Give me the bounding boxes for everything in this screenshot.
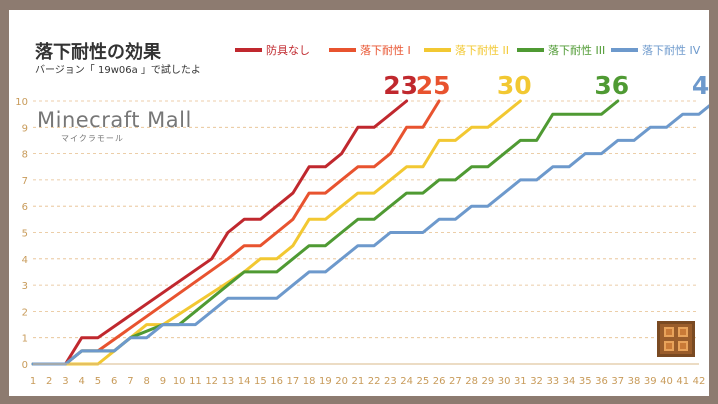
chart-title: 落下耐性の効果 bbox=[35, 41, 162, 63]
x-tick-label: 7 bbox=[127, 376, 133, 387]
x-tick-label: 34 bbox=[563, 376, 576, 387]
y-tick-label: 0 bbox=[22, 360, 28, 371]
x-tick-label: 39 bbox=[644, 376, 657, 387]
x-tick-label: 1 bbox=[30, 376, 36, 387]
x-tick-label: 17 bbox=[287, 376, 300, 387]
y-tick-label: 7 bbox=[22, 176, 28, 187]
chart-subtitle: バージョン「 19w06a 」で試したよ bbox=[35, 63, 201, 76]
y-tick-label: 2 bbox=[22, 307, 28, 318]
x-tick-label: 10 bbox=[173, 376, 186, 387]
end-label-2: 25 bbox=[416, 71, 451, 100]
series-lines bbox=[31, 99, 709, 366]
x-tick-label: 15 bbox=[254, 376, 267, 387]
x-tick-label: 13 bbox=[222, 376, 235, 387]
x-tick-label: 28 bbox=[465, 376, 478, 387]
x-tick-label: 2 bbox=[46, 376, 52, 387]
y-tick-label: 5 bbox=[22, 229, 28, 240]
x-tick-label: 4 bbox=[79, 376, 85, 387]
x-tick-label: 5 bbox=[95, 376, 101, 387]
legend: 防具なし 落下耐性 I 落下耐性 II 落下耐性 III 落下耐性 IV bbox=[235, 43, 701, 57]
x-tick-label: 42 bbox=[693, 376, 706, 387]
x-tick-label: 12 bbox=[205, 376, 218, 387]
y-tick-label: 1 bbox=[22, 334, 28, 345]
x-tick-label: 32 bbox=[530, 376, 543, 387]
end-label-1: 23 bbox=[383, 71, 418, 100]
x-tick-label: 21 bbox=[352, 376, 365, 387]
x-tick-label: 18 bbox=[303, 376, 316, 387]
x-tick-label: 14 bbox=[238, 376, 251, 387]
x-tick-label: 37 bbox=[611, 376, 624, 387]
x-tick-label: 24 bbox=[400, 376, 413, 387]
x-tick-label: 8 bbox=[144, 376, 150, 387]
x-tick-label: 23 bbox=[384, 376, 397, 387]
legend-label-4: 落下耐性 III bbox=[548, 43, 605, 57]
y-tick-label: 8 bbox=[22, 150, 28, 161]
x-tick-label: 33 bbox=[546, 376, 559, 387]
x-tick-label: 29 bbox=[481, 376, 494, 387]
chart-card: Minecraft Mall マイクラモール 0 1 2 3 4 5 6 7 8 9 10 1 2 3 4 5… bbox=[9, 10, 709, 396]
x-tick-label: 36 bbox=[595, 376, 608, 387]
x-tick-label: 22 bbox=[368, 376, 381, 387]
series-line-4 bbox=[31, 99, 620, 366]
legend-label-3: 落下耐性 II bbox=[455, 43, 509, 57]
watermark-kana: マイクラモール bbox=[61, 134, 124, 143]
x-tick-label: 40 bbox=[660, 376, 673, 387]
series-line-3 bbox=[31, 99, 522, 366]
y-tick-label: 4 bbox=[22, 255, 28, 266]
legend-label-2: 落下耐性 I bbox=[360, 43, 411, 57]
series-line-1 bbox=[31, 99, 409, 366]
x-tick-label: 41 bbox=[676, 376, 689, 387]
y-tick-label: 6 bbox=[22, 202, 28, 213]
y-tick-label: 9 bbox=[22, 123, 28, 134]
x-tick-label: 30 bbox=[498, 376, 511, 387]
x-tick-label: 27 bbox=[449, 376, 462, 387]
x-tick-label: 20 bbox=[335, 376, 348, 387]
block-icon bbox=[657, 321, 695, 357]
end-label-3: 30 bbox=[497, 71, 532, 100]
x-tick-label: 6 bbox=[111, 376, 117, 387]
x-tick-label: 38 bbox=[628, 376, 641, 387]
x-tick-label: 11 bbox=[189, 376, 202, 387]
watermark-name: Minecraft Mall bbox=[37, 108, 192, 132]
x-tick-label: 35 bbox=[579, 376, 592, 387]
end-label-4: 36 bbox=[594, 71, 629, 100]
end-label-5: 42 bbox=[692, 71, 709, 100]
x-tick-label: 19 bbox=[319, 376, 332, 387]
y-tick-label: 10 bbox=[15, 97, 28, 108]
series-line-5 bbox=[31, 104, 709, 366]
legend-label-5: 落下耐性 IV bbox=[642, 43, 701, 57]
x-tick-label: 25 bbox=[416, 376, 429, 387]
x-tick-label: 16 bbox=[270, 376, 283, 387]
watermark: Minecraft Mall マイクラモール bbox=[37, 108, 192, 143]
x-tick-label: 3 bbox=[62, 376, 68, 387]
y-tick-label: 3 bbox=[22, 281, 28, 292]
x-tick-label: 26 bbox=[433, 376, 446, 387]
legend-label-1: 防具なし bbox=[266, 43, 310, 57]
x-tick-label: 9 bbox=[160, 376, 166, 387]
x-tick-label: 31 bbox=[514, 376, 527, 387]
